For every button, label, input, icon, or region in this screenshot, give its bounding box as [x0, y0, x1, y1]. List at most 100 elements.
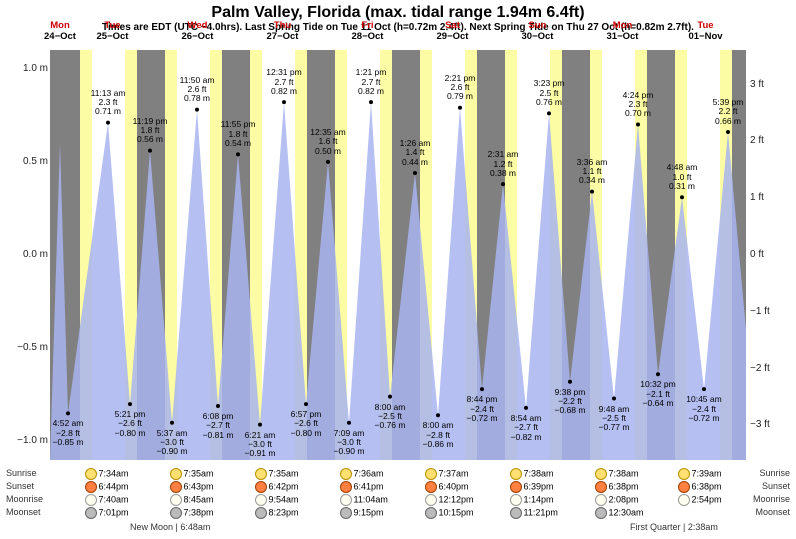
date-header: Sat29−Oct: [423, 20, 483, 42]
date-header: Thu27−Oct: [253, 20, 313, 42]
sunset-icon: [425, 481, 437, 493]
low-tide-label: 4:52 am−2.8 ft−0.85 m: [44, 419, 92, 447]
high-tide-label: 4:24 pm2.3 ft0.70 m: [614, 91, 662, 119]
date-header: Tue25−Oct: [83, 20, 143, 42]
chart-title: Palm Valley, Florida (max. tidal range 1…: [0, 0, 796, 22]
sunset-icon: [595, 481, 607, 493]
y-left-tick: −0.5 m: [17, 342, 48, 353]
sunrise-time: 7:36am: [340, 468, 420, 480]
y-left-tick: 0.0 m: [23, 249, 48, 260]
sunrise-icon: [510, 468, 522, 480]
low-tide-label: 8:44 pm−2.4 ft−0.72 m: [458, 395, 506, 423]
high-tide-label: 2:21 pm2.6 ft0.79 m: [436, 74, 484, 102]
date-header: Mon24−Oct: [30, 20, 90, 42]
sunrise-time: 7:38am: [510, 468, 590, 480]
sunset-time: 6:44pm: [85, 481, 165, 493]
y-left-tick: 0.5 m: [23, 156, 48, 167]
moonset-icon: [85, 507, 97, 519]
sunrise-icon: [340, 468, 352, 480]
sunrise-icon: [425, 468, 437, 480]
low-tide-label: 6:21 am−3.0 ft−0.91 m: [236, 431, 284, 459]
high-tide-label: 11:13 am2.3 ft0.71 m: [84, 89, 132, 117]
moonrise-icon: [255, 494, 267, 506]
date-header: Mon31−Oct: [593, 20, 653, 42]
high-tide-label: 11:19 pm1.8 ft0.56 m: [126, 117, 174, 145]
y-right-tick: 0 ft: [750, 249, 764, 260]
moonrise-icon: [170, 494, 182, 506]
moonset-time: 12:30am: [595, 507, 675, 519]
moonrise-icon: [678, 494, 690, 506]
sunset-icon: [255, 481, 267, 493]
date-header: Sun30−Oct: [508, 20, 568, 42]
low-tide-label: 5:21 pm−2.6 ft−0.80 m: [106, 410, 154, 438]
high-tide-label: 12:35 am1.6 ft0.50 m: [304, 128, 352, 156]
sunset-time: 6:38pm: [595, 481, 675, 493]
row-moonrise-r: Moonrise: [753, 494, 790, 504]
sunrise-icon: [595, 468, 607, 480]
low-tide-label: 8:00 am−2.5 ft−0.76 m: [366, 403, 414, 431]
y-right-tick: 1 ft: [750, 192, 764, 203]
sunrise-icon: [170, 468, 182, 480]
row-sunset-r: Sunset: [762, 481, 790, 491]
plot-area: Mon24−OctTue25−OctWed26−OctThu27−OctFri2…: [50, 50, 746, 460]
moonrise-icon: [510, 494, 522, 506]
sunrise-time: 7:37am: [425, 468, 505, 480]
moonset-time: 11:21pm: [510, 507, 590, 519]
moonrise-time: 9:54am: [255, 494, 335, 506]
sunrise-time: 7:34am: [85, 468, 165, 480]
moonrise-time: 12:12pm: [425, 494, 505, 506]
sunset-time: 6:43pm: [170, 481, 250, 493]
y-right-tick: −3 ft: [750, 419, 770, 430]
y-right-tick: 2 ft: [750, 135, 764, 146]
row-moonset-l: Moonset: [6, 507, 41, 517]
row-sunrise-r: Sunrise: [759, 468, 790, 478]
low-tide-label: 9:38 pm−2.2 ft−0.68 m: [546, 388, 594, 416]
moonset-time: 10:15pm: [425, 507, 505, 519]
moon-phase: First Quarter | 2:38am: [630, 522, 718, 532]
sunrise-time: 7:35am: [170, 468, 250, 480]
low-tide-label: 5:37 am−3.0 ft−0.90 m: [148, 429, 196, 457]
sunrise-time: 7:35am: [255, 468, 335, 480]
moonset-time: 7:38pm: [170, 507, 250, 519]
low-tide-label: 8:00 am−2.8 ft−0.86 m: [414, 421, 462, 449]
moonset-icon: [595, 507, 607, 519]
moonrise-time: 7:40am: [85, 494, 165, 506]
sunset-time: 6:42pm: [255, 481, 335, 493]
high-tide-label: 12:31 pm2.7 ft0.82 m: [260, 68, 308, 96]
low-tide-label: 8:54 am−2.7 ft−0.82 m: [502, 414, 550, 442]
moonset-icon: [510, 507, 522, 519]
sunset-time: 6:39pm: [510, 481, 590, 493]
low-tide-label: 10:32 pm−2.1 ft−0.64 m: [634, 380, 682, 408]
moonrise-time: 11:04am: [340, 494, 420, 506]
moonset-time: 9:15pm: [340, 507, 420, 519]
moonrise-time: 2:54pm: [678, 494, 758, 506]
low-tide-label: 6:57 pm−2.6 ft−0.80 m: [282, 410, 330, 438]
sunset-time: 6:38pm: [678, 481, 758, 493]
moonset-icon: [340, 507, 352, 519]
high-tide-label: 1:26 am1.4 ft0.44 m: [391, 139, 439, 167]
moonset-time: 8:23pm: [255, 507, 335, 519]
sunset-icon: [510, 481, 522, 493]
sunset-icon: [85, 481, 97, 493]
moonrise-icon: [595, 494, 607, 506]
high-tide-label: 11:50 am2.6 ft0.78 m: [173, 76, 221, 104]
moonrise-icon: [85, 494, 97, 506]
low-tide-label: 7:09 am−3.0 ft−0.90 m: [325, 429, 373, 457]
low-tide-label: 10:45 am−2.4 ft−0.72 m: [680, 395, 728, 423]
y-right-tick: 3 ft: [750, 79, 764, 90]
sunrise-icon: [85, 468, 97, 480]
sunset-time: 6:40pm: [425, 481, 505, 493]
row-moonrise-l: Moonrise: [6, 494, 43, 504]
moonrise-time: 8:45am: [170, 494, 250, 506]
moonrise-icon: [425, 494, 437, 506]
high-tide-label: 3:36 am1.1 ft0.34 m: [568, 158, 616, 186]
row-moonset-r: Moonset: [755, 507, 790, 517]
low-tide-label: 9:48 am−2.5 ft−0.77 m: [590, 405, 638, 433]
moonset-icon: [255, 507, 267, 519]
sunrise-time: 7:39am: [678, 468, 758, 480]
high-tide-label: 1:21 pm2.7 ft0.82 m: [347, 68, 395, 96]
sunrise-time: 7:38am: [595, 468, 675, 480]
sunset-icon: [170, 481, 182, 493]
high-tide-label: 4:48 am1.0 ft0.31 m: [658, 163, 706, 191]
tide-chart: Palm Valley, Florida (max. tidal range 1…: [0, 0, 796, 539]
